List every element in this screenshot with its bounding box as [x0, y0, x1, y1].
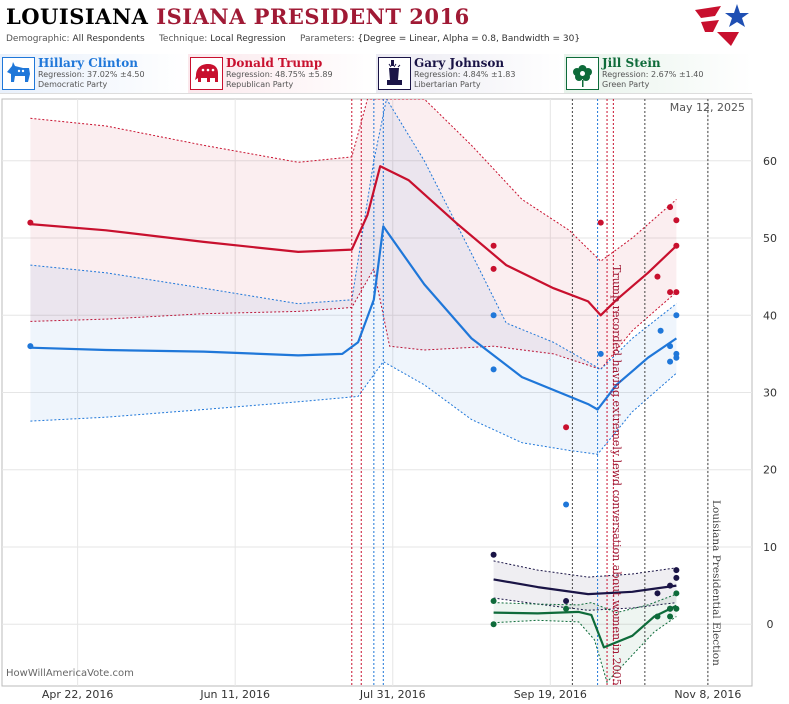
donald-trump-poll-point [673, 217, 680, 224]
jill-stein-poll-point [654, 613, 661, 620]
hillary-clinton-poll-point [490, 312, 497, 319]
x-tick-label: Apr 22, 2016 [42, 688, 114, 701]
donald-trump-poll-point [654, 273, 661, 280]
candidate-party: Libertarian Party [414, 80, 481, 89]
x-tick-label: Jun 11, 2016 [199, 688, 270, 701]
jill-stein-confidence-band [493, 594, 677, 683]
jill-stein-poll-point [673, 590, 680, 597]
donald-trump-poll-point [563, 424, 570, 431]
donkey-icon [2, 57, 35, 90]
title-state: LOUISIANA [6, 4, 149, 29]
elephant-icon [190, 57, 223, 90]
gary-johnson-poll-point [490, 551, 497, 558]
donald-trump-poll-point [673, 242, 680, 249]
hillary-clinton-poll-point [597, 350, 604, 357]
donald-trump-poll-point [667, 289, 674, 296]
candidate-party: Democratic Party [38, 80, 108, 89]
hillary-clinton-trend-line [30, 225, 678, 411]
y-tick-label: 60 [763, 155, 777, 168]
donald-trump-poll-point [490, 242, 497, 249]
jill-stein-poll-point [490, 621, 497, 628]
jill-stein-poll-point [490, 598, 497, 605]
demographic-value: All Respondents [72, 34, 145, 44]
x-tick-label: Nov 8, 2016 [674, 688, 741, 701]
parameters-line: Demographic: All Respondents Technique: … [6, 34, 580, 44]
y-tick-label: 30 [763, 387, 777, 400]
parameters-value: {Degree = Linear, Alpha = 0.8, Bandwidth… [357, 34, 581, 44]
chart-header: LOUISIANA ISIANA PRESIDENT 2016 Demograp… [0, 0, 789, 52]
jill-stein-upper-bound [493, 593, 677, 614]
hillary-clinton-poll-point [27, 343, 34, 350]
hillary-clinton-poll-point [657, 327, 664, 334]
gary-johnson-poll-point [563, 598, 570, 605]
hillary-clinton-poll-point [673, 354, 680, 361]
donald-trump-poll-point [673, 289, 680, 296]
candidate-regression: Regression: 48.75% ±5.89 [226, 70, 333, 79]
candidate-regression: Regression: 2.67% ±1.40 [602, 70, 704, 79]
hillary-clinton-confidence-band [30, 99, 677, 455]
legend-item-clinton: Hillary Clinton Regression: 37.02% ±4.50… [0, 54, 188, 94]
donald-trump-confidence-band [30, 99, 677, 370]
candidate-regression: Regression: 4.84% ±1.83 [414, 70, 516, 79]
gary-johnson-poll-point [673, 574, 680, 581]
donald-trump-poll-point [490, 265, 497, 272]
technique-value: Local Regression [210, 34, 286, 44]
hillary-clinton-poll-point [667, 358, 674, 365]
date-stamp: May 12, 2025 [670, 101, 745, 114]
candidate-party: Green Party [602, 80, 650, 89]
candidate-party: Republican Party [226, 80, 294, 89]
gary-johnson-lower-bound [493, 597, 677, 611]
title-race: ISIANA PRESIDENT 2016 [156, 4, 470, 29]
flower-icon [566, 57, 599, 90]
hillary-clinton-poll-point [563, 501, 570, 508]
hillary-clinton-lower-bound [30, 360, 677, 455]
statue-of-liberty-icon [378, 57, 411, 90]
site-watermark: HowWillAmericaVote.com [6, 668, 134, 679]
donald-trump-poll-point [597, 219, 604, 226]
gary-johnson-confidence-band [493, 560, 677, 611]
jill-stein-poll-point [673, 605, 680, 612]
hillary-clinton-poll-point [673, 312, 680, 319]
donald-trump-trend-line [30, 165, 678, 317]
candidate-legend: Hillary Clinton Regression: 37.02% ±4.50… [0, 54, 752, 94]
y-tick-label: 10 [763, 541, 777, 554]
jill-stein-trend-line [493, 604, 677, 649]
jill-stein-lower-bound [493, 616, 677, 684]
candidate-regression: Regression: 37.02% ±4.50 [38, 70, 145, 79]
hillary-clinton-poll-point [667, 343, 674, 350]
gary-johnson-poll-point [667, 582, 674, 589]
candidate-name: Gary Johnson [414, 56, 505, 70]
x-tick-label: Sep 19, 2016 [514, 688, 587, 701]
legend-item-trump: Donald Trump Regression: 48.75% ±5.89 Re… [188, 54, 376, 94]
y-tick-label: 50 [763, 232, 777, 245]
parameters-label: Parameters: [299, 34, 355, 44]
jill-stein-poll-point [563, 605, 570, 612]
donald-trump-poll-point [27, 219, 34, 226]
jill-stein-poll-point [667, 605, 674, 612]
candidate-name: Donald Trump [226, 56, 323, 70]
candidate-name: Jill Stein [602, 56, 661, 70]
y-tick-label: 40 [763, 309, 777, 322]
gary-johnson-poll-point [654, 590, 661, 597]
donald-trump-lower-bound [30, 267, 677, 370]
technique-label: Technique: [158, 34, 208, 44]
y-tick-label: 0 [767, 618, 774, 631]
site-logo-icon [695, 4, 749, 46]
event-annotation: Trump recorded having extremely lewd con… [610, 265, 623, 686]
event-annotation: Louisiana Presidential Election [710, 500, 722, 666]
hillary-clinton-poll-point [490, 366, 497, 373]
jill-stein-poll-point [667, 613, 674, 620]
hillary-clinton-upper-bound [30, 99, 677, 370]
chart-title: LOUISIANA ISIANA PRESIDENT 2016 [6, 4, 470, 29]
x-tick-label: Jul 31, 2016 [359, 688, 426, 701]
demographic-label: Demographic: [6, 34, 70, 44]
gary-johnson-poll-point [673, 567, 680, 574]
legend-item-stein: Jill Stein Regression: 2.67% ±1.40 Green… [564, 54, 752, 94]
y-tick-label: 20 [763, 464, 777, 477]
donald-trump-poll-point [667, 204, 674, 211]
gary-johnson-trend-line [493, 578, 677, 596]
legend-item-johnson: Gary Johnson Regression: 4.84% ±1.83 Lib… [376, 54, 564, 94]
candidate-name: Hillary Clinton [38, 56, 138, 70]
